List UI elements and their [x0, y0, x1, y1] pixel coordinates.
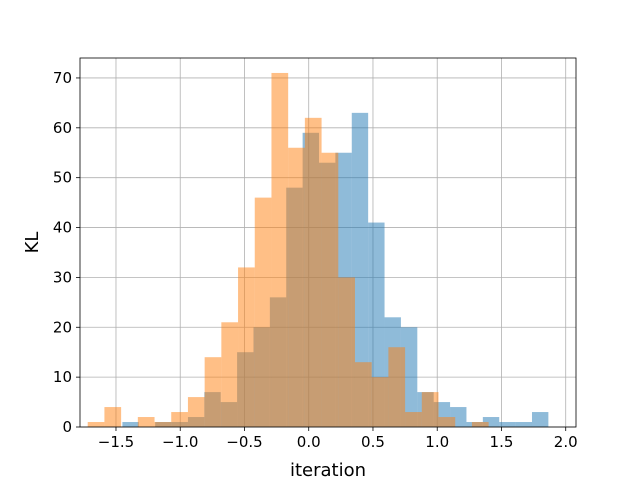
histogram-bar [499, 422, 516, 427]
histogram-bar [154, 422, 172, 427]
x-tick-label: −1.0 [162, 433, 198, 451]
histogram-bar [171, 412, 188, 427]
histogram-bar [238, 267, 255, 427]
histogram-bar [137, 417, 155, 427]
histogram-bar [438, 417, 456, 427]
histogram-bar [471, 422, 489, 427]
histogram-bar [288, 147, 305, 427]
histogram-bar [321, 152, 339, 428]
histogram-bar [351, 112, 369, 427]
x-tick-label: 2.0 [554, 433, 578, 451]
y-tick-label: 70 [53, 69, 72, 87]
histogram-bar [187, 397, 205, 427]
x-axis-label: iteration [290, 460, 366, 480]
x-tick-label: 0.5 [361, 433, 385, 451]
y-tick-label: 30 [53, 268, 72, 286]
histogram-bar [254, 197, 272, 427]
histogram-bar [221, 322, 239, 427]
ticks: −1.5 −1.0 −0.5 0.0 0.5 1.0 1.5 2.0 0 10 20 30 40 50 60… [53, 69, 578, 451]
histogram-bar [338, 277, 355, 427]
bars [87, 72, 549, 428]
x-tick-label: 0.0 [297, 433, 321, 451]
histogram-bar [271, 72, 289, 427]
y-tick-label: 50 [53, 169, 72, 187]
y-tick-label: 0 [62, 418, 72, 436]
histogram-bar [104, 407, 122, 427]
histogram-bar [304, 117, 322, 428]
x-tick-label: 1.0 [425, 433, 449, 451]
histogram-bar [421, 392, 439, 427]
histogram-bar [405, 412, 422, 427]
histogram-bar [371, 377, 389, 427]
histogram-bar [204, 357, 222, 427]
y-tick-label: 60 [53, 119, 72, 137]
histogram-bar [122, 422, 139, 427]
y-axis-label: KL [22, 232, 43, 254]
axes-frame [79, 57, 577, 428]
y-tick-label: 10 [53, 368, 72, 386]
histogram-bar [368, 222, 385, 427]
x-tick-label: 1.5 [490, 433, 514, 451]
histogram-bar [531, 412, 549, 427]
series-2 [87, 72, 489, 428]
histogram-bar [515, 422, 532, 427]
histogram-bar [87, 422, 105, 427]
histogram-bar [354, 362, 372, 427]
x-tick-label: −1.5 [98, 433, 134, 451]
histogram-bar [482, 417, 500, 427]
y-tick-label: 40 [53, 219, 72, 237]
y-tick-label: 20 [53, 318, 72, 336]
histogram-bar [388, 347, 406, 427]
x-tick-label: −0.5 [226, 433, 262, 451]
